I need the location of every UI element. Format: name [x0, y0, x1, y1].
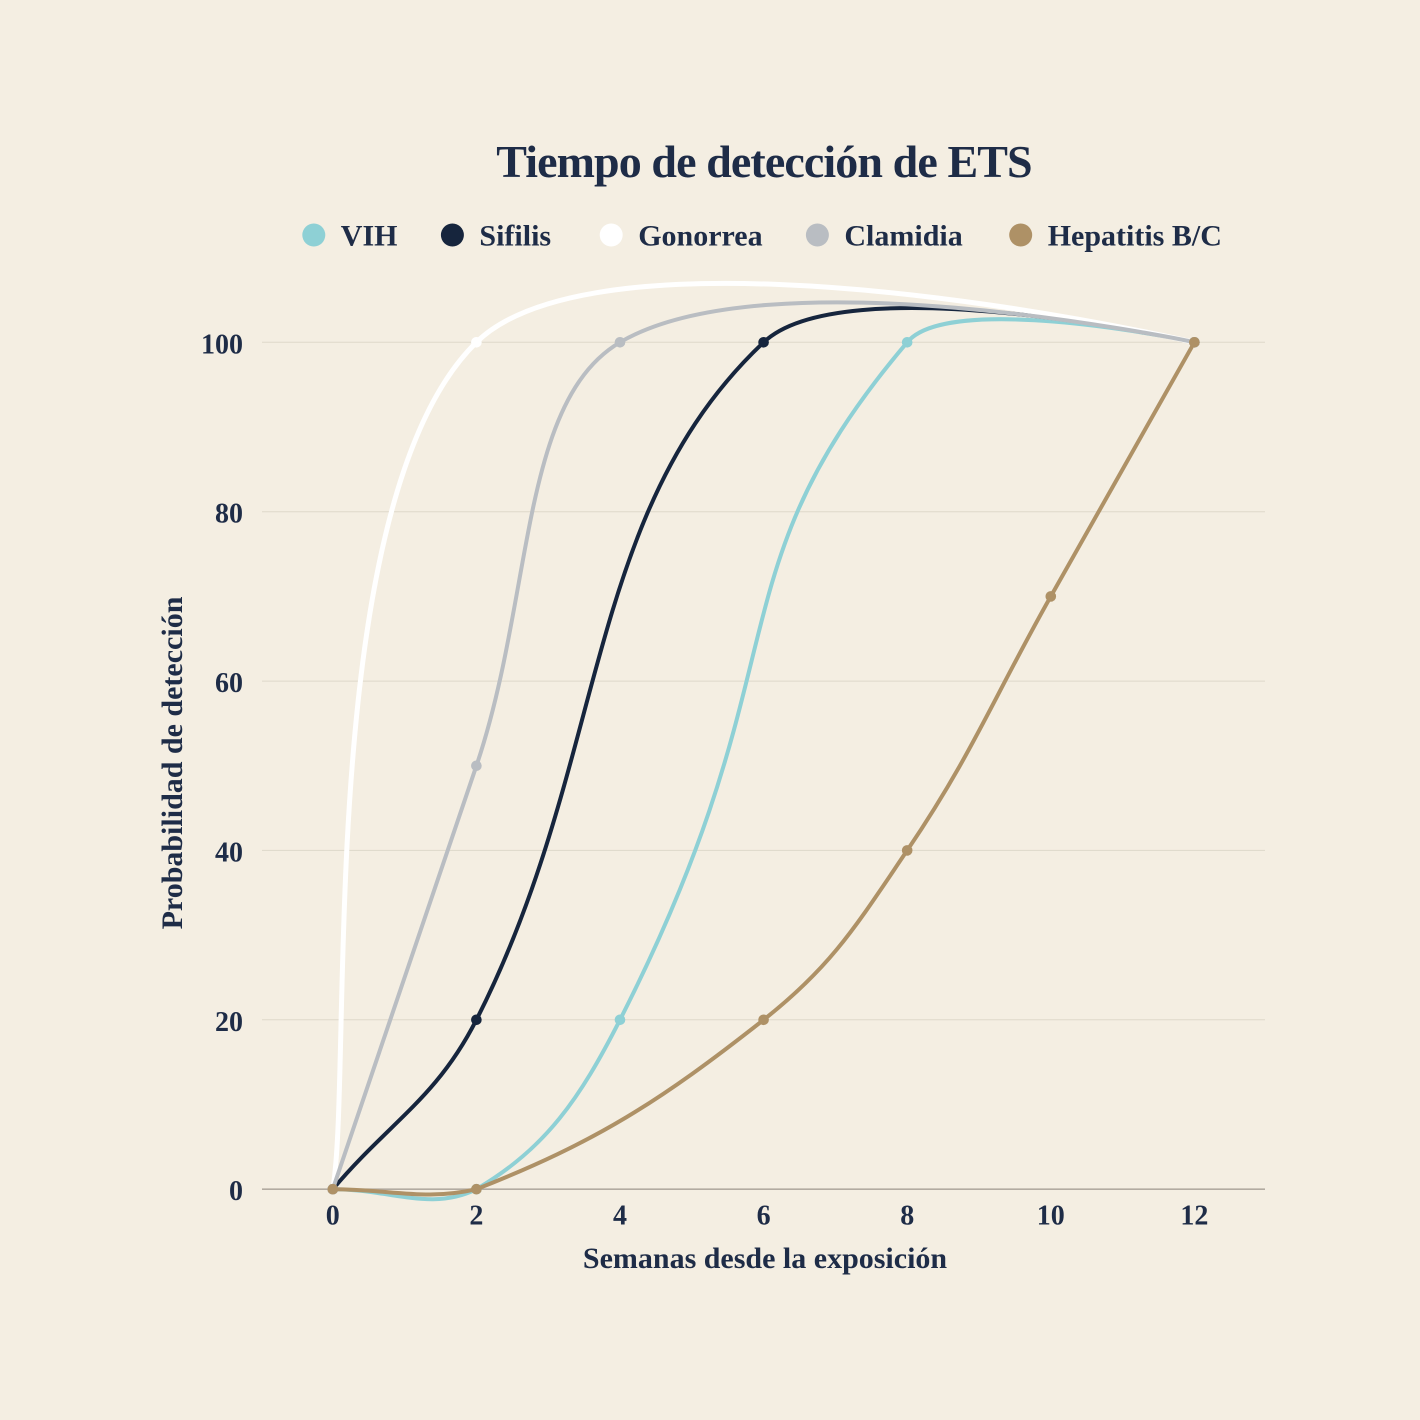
- svg-text:0: 0: [326, 1201, 340, 1232]
- svg-text:Clamidia: Clamidia: [844, 220, 962, 253]
- svg-text:Hepatitis B/C: Hepatitis B/C: [1048, 220, 1222, 253]
- svg-text:VIH: VIH: [341, 220, 398, 253]
- svg-text:6: 6: [757, 1201, 771, 1232]
- svg-text:Gonorrea: Gonorrea: [638, 220, 762, 253]
- svg-text:20: 20: [215, 1007, 243, 1038]
- svg-text:60: 60: [215, 668, 243, 699]
- svg-text:12: 12: [1180, 1201, 1208, 1232]
- svg-text:10: 10: [1037, 1201, 1065, 1232]
- svg-text:0: 0: [229, 1176, 243, 1207]
- svg-text:Probabilidad de detección: Probabilidad de detección: [156, 596, 189, 929]
- svg-text:8: 8: [900, 1201, 914, 1232]
- svg-text:40: 40: [215, 837, 243, 868]
- svg-text:Tiempo de detección de ETS: Tiempo de detección de ETS: [496, 136, 1031, 187]
- svg-text:4: 4: [613, 1201, 627, 1232]
- svg-text:2: 2: [469, 1201, 483, 1232]
- svg-text:100: 100: [201, 329, 243, 360]
- svg-text:Semanas desde la exposición: Semanas desde la exposición: [583, 1242, 948, 1275]
- svg-text:80: 80: [215, 499, 243, 530]
- svg-text:Sifilis: Sifilis: [479, 220, 551, 253]
